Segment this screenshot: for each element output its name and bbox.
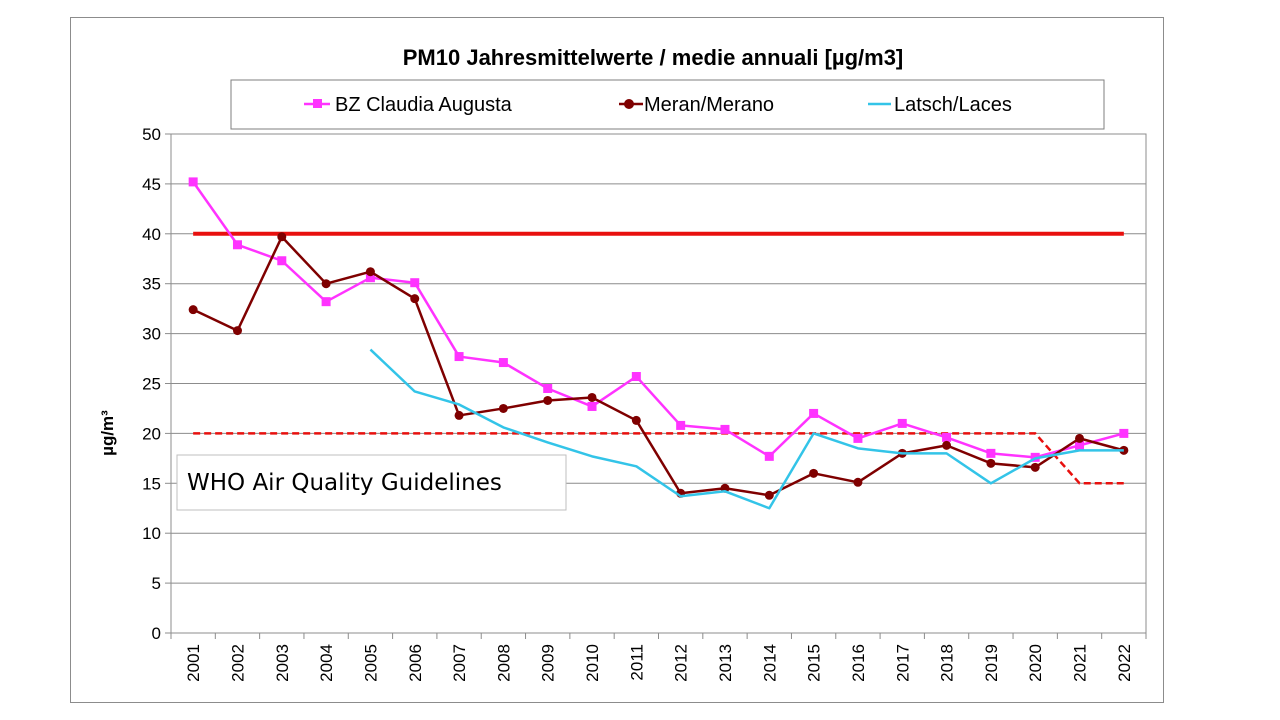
chart-svg: PM10 Jahresmittelwerte / medie annuali [… [98,45,1147,682]
x-tick-label-2016: 2016 [849,644,868,682]
point-meran-merano-2016 [853,477,863,487]
series-bz-claudia-augusta [188,177,1129,462]
annotation-frame [176,454,567,511]
legend-marker-bz [313,99,322,108]
point-bz-claudia-augusta-2013 [720,424,730,434]
legend-label-meran: Meran/Merano [644,94,774,116]
x-axis-ticks: 2001 2002 2003 2004 2005 2006 2007 2008 2009 2010… [170,633,1147,682]
x-tick-label-2018: 2018 [938,644,957,682]
x-tick-label-2020: 2020 [1026,644,1045,682]
series-latsch-laces [369,348,1124,510]
point-bz-claudia-augusta-2008 [498,358,508,368]
point-bz-claudia-augusta-2003 [277,256,287,266]
point-bz-claudia-augusta-2012 [676,420,686,430]
y-tick-label-0: 0 [152,624,161,643]
point-bz-claudia-augusta-2009 [543,383,553,393]
legend-label-latsch: Latsch/Laces [894,94,1012,116]
point-bz-claudia-augusta-2002 [232,240,242,250]
x-tick-label-2012: 2012 [672,644,691,682]
point-bz-claudia-augusta-2004 [321,297,331,307]
x-tick-label-2014: 2014 [760,644,779,682]
series-line-meran-merano [192,235,1125,497]
y-tick-label-10: 10 [142,524,161,543]
y-tick-label-45: 45 [142,175,161,194]
point-bz-claudia-augusta-2015 [809,408,819,418]
annotation-box: WHO Air Quality Guidelines [176,454,567,511]
x-tick-label-2004: 2004 [317,644,336,682]
reference-lines [193,231,1124,485]
x-tick-label-2009: 2009 [539,644,558,682]
point-meran-merano-2004 [321,279,331,289]
x-tick-label-2015: 2015 [805,644,824,682]
point-meran-merano-2001 [188,305,198,315]
point-meran-merano-2003 [277,232,287,242]
point-bz-claudia-augusta-2022 [1119,428,1129,438]
chart-area: PM10 Jahresmittelwerte / medie annuali [… [70,17,1164,703]
point-bz-claudia-augusta-2010 [587,401,597,411]
y-tick-label-50: 50 [142,125,161,144]
point-bz-claudia-augusta-2017 [897,418,907,428]
gridlines [171,183,1146,584]
reference-line-who-guideline [193,432,1124,485]
point-meran-merano-2018 [942,440,952,450]
legend-marker-meran [624,99,634,109]
y-axis-label: µg/m³ [98,410,117,456]
y-tick-label-15: 15 [142,474,161,493]
point-bz-claudia-augusta-2016 [853,433,863,443]
x-tick-label-2017: 2017 [893,644,912,682]
point-bz-claudia-augusta-2021 [1075,440,1085,450]
legend: BZ Claudia Augusta Meran/Merano Latsch/L… [230,79,1105,130]
x-tick-label-2022: 2022 [1115,644,1134,682]
x-tick-label-2021: 2021 [1071,644,1090,682]
point-bz-claudia-augusta-2001 [188,177,198,187]
x-tick-label-2005: 2005 [361,644,380,682]
point-bz-claudia-augusta-2014 [764,451,774,461]
point-bz-claudia-augusta-2007 [454,352,464,362]
series-line-latsch-laces [369,348,1124,510]
point-meran-merano-2015 [809,468,819,478]
point-meran-merano-2009 [543,395,553,405]
point-bz-claudia-augusta-2005 [365,273,375,283]
point-meran-merano-2014 [764,490,774,500]
point-bz-claudia-augusta-2006 [410,278,420,288]
point-meran-merano-2006 [410,294,420,304]
point-meran-merano-2008 [498,403,508,413]
y-tick-label-40: 40 [142,225,161,244]
y-tick-label-20: 20 [142,424,161,443]
x-tick-label-2011: 2011 [627,644,646,681]
y-tick-label-30: 30 [142,325,161,344]
point-meran-merano-2019 [986,458,996,468]
point-bz-claudia-augusta-2019 [986,448,996,458]
series-line-bz-claudia-augusta [192,181,1125,459]
point-meran-merano-2005 [365,267,375,277]
point-bz-claudia-augusta-2011 [631,372,641,382]
legend-box [230,79,1105,130]
x-tick-label-2008: 2008 [494,644,513,682]
point-meran-merano-2020 [1030,462,1040,472]
point-meran-merano-2010 [587,392,597,402]
chart-title: PM10 Jahresmittelwerte / medie annuali [… [403,45,904,70]
point-bz-claudia-augusta-2018 [942,432,952,442]
x-tick-label-2003: 2003 [273,644,292,682]
annotation-who: WHO Air Quality Guidelines [187,470,502,496]
x-tick-label-2010: 2010 [583,644,602,682]
point-meran-merano-2002 [232,326,242,336]
data-series [188,177,1129,510]
point-meran-merano-2011 [631,415,641,425]
x-tick-label-2019: 2019 [982,644,1001,682]
x-tick-label-2006: 2006 [406,644,425,682]
point-meran-merano-2007 [454,410,464,420]
x-tick-label-2013: 2013 [716,644,735,682]
x-tick-label-2002: 2002 [228,644,247,682]
x-tick-label-2001: 2001 [184,644,203,682]
x-tick-label-2007: 2007 [450,644,469,682]
y-tick-label-25: 25 [142,375,161,394]
point-meran-merano-2021 [1075,433,1085,443]
y-tick-label-5: 5 [152,574,161,593]
y-tick-label-35: 35 [142,275,161,294]
legend-label-bz: BZ Claudia Augusta [335,94,513,116]
y-axis-ticks: 0 5 10 15 20 25 30 35 40 45 50 [142,125,171,643]
